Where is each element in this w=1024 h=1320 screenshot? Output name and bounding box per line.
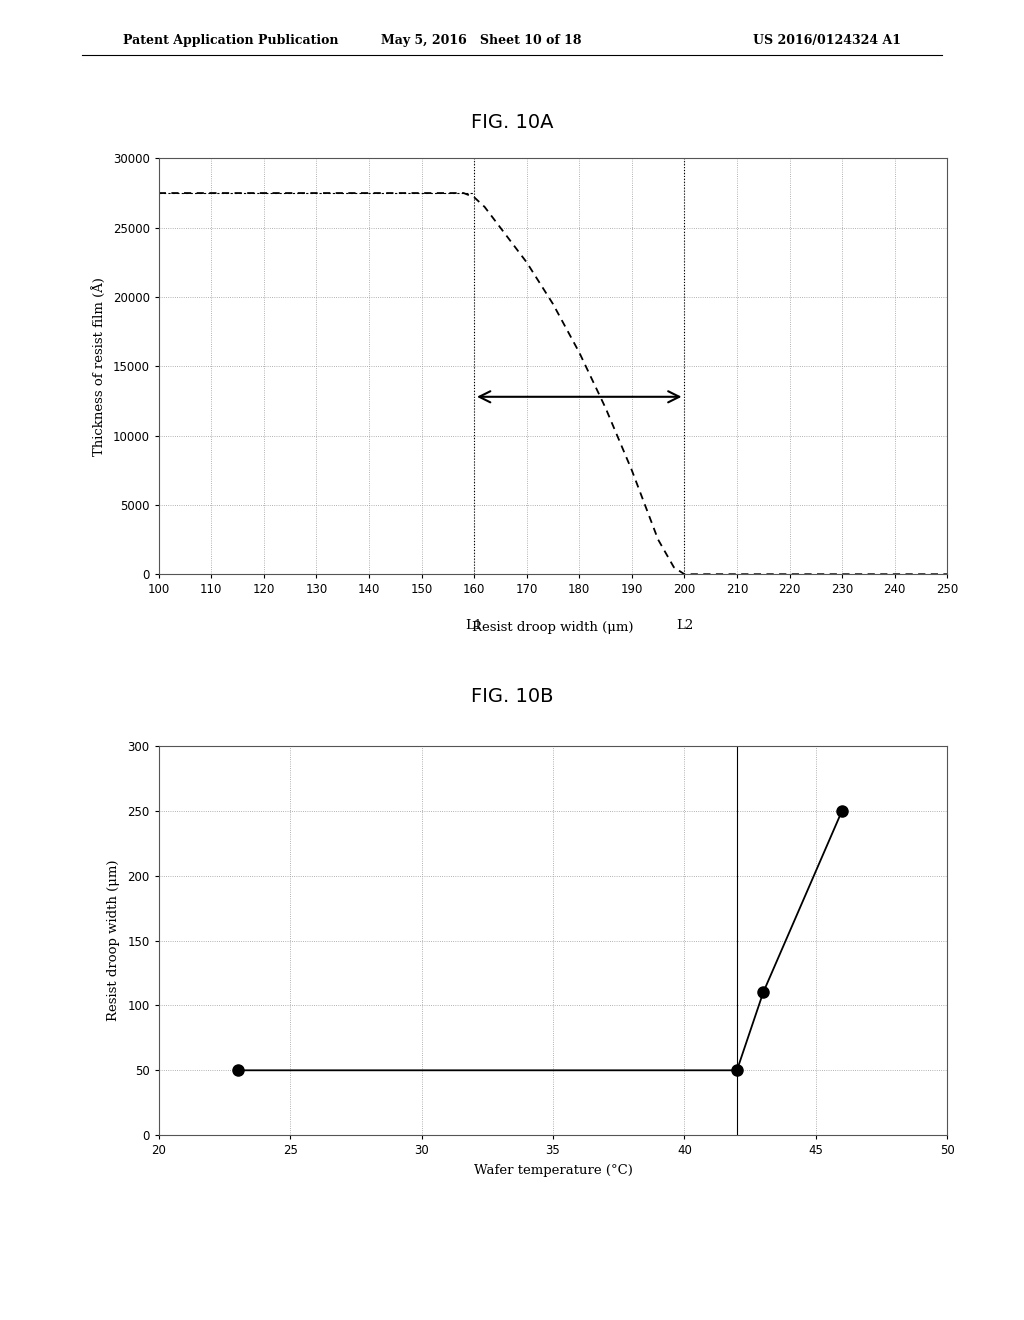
Y-axis label: Thickness of resist film (Å): Thickness of resist film (Å): [92, 277, 105, 455]
Text: L2: L2: [676, 619, 693, 631]
Text: FIG. 10A: FIG. 10A: [471, 114, 553, 132]
X-axis label: Wafer temperature (°C): Wafer temperature (°C): [473, 1164, 633, 1177]
Text: L1: L1: [466, 619, 482, 631]
Text: US 2016/0124324 A1: US 2016/0124324 A1: [753, 34, 901, 48]
Text: Patent Application Publication: Patent Application Publication: [123, 34, 338, 48]
Text: May 5, 2016   Sheet 10 of 18: May 5, 2016 Sheet 10 of 18: [381, 34, 582, 48]
Text: FIG. 10B: FIG. 10B: [471, 688, 553, 706]
X-axis label: Resist droop width (μm): Resist droop width (μm): [472, 622, 634, 634]
Y-axis label: Resist droop width (μm): Resist droop width (μm): [108, 859, 121, 1022]
